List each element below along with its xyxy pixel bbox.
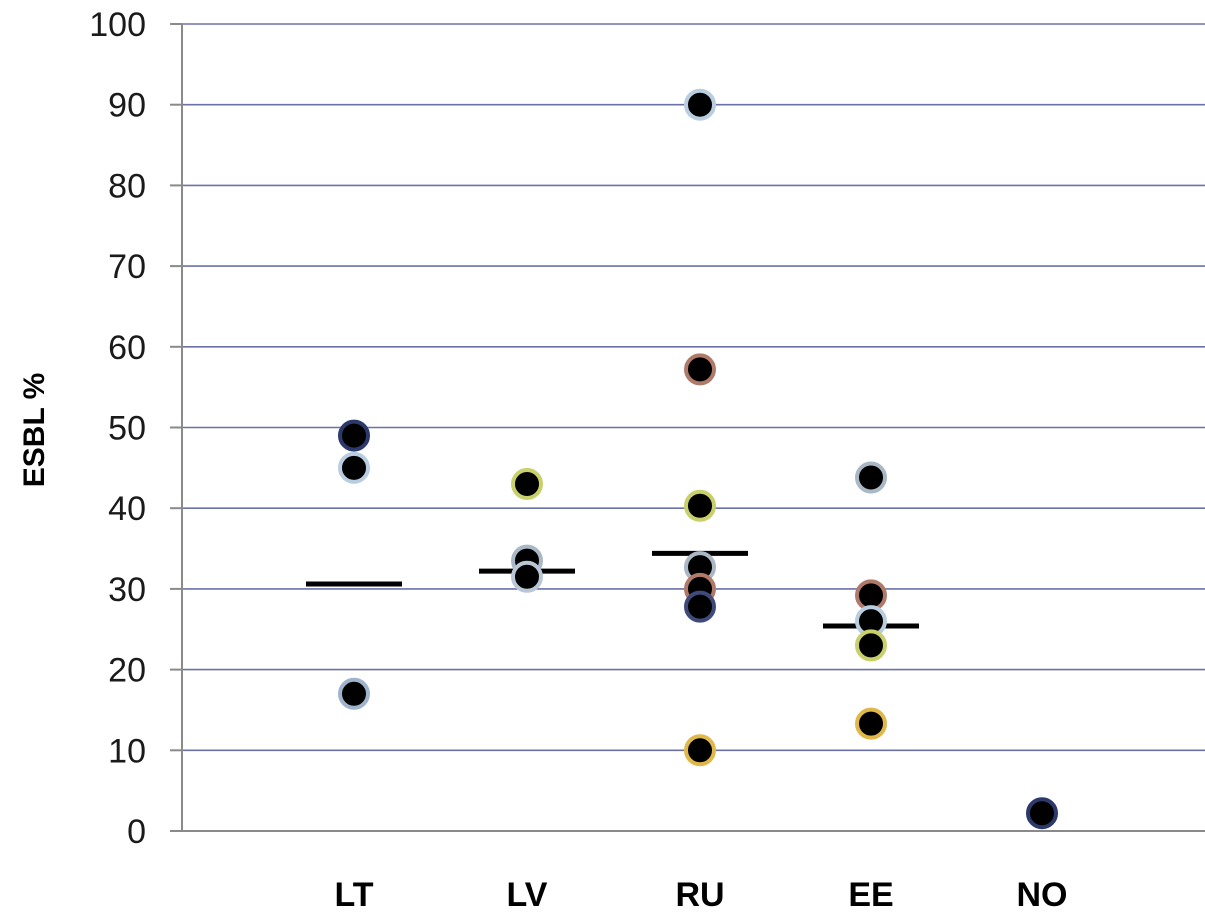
y-tick-label-90: 90 <box>108 87 146 125</box>
data-point-lv-5 <box>511 560 543 593</box>
y-tick-labels: 0 10 20 30 40 50 60 70 80 90 100 <box>89 6 146 851</box>
data-point-ee-16 <box>855 629 887 662</box>
y-tick-label-20: 20 <box>108 652 146 690</box>
x-tick-label-no: NO <box>1017 876 1068 914</box>
data-point-ru-8 <box>684 489 716 522</box>
y-axis-label: ESBL % <box>18 373 51 487</box>
gridlines <box>182 23 1205 752</box>
axes <box>170 23 1205 832</box>
data-point-ru-12 <box>684 734 716 767</box>
y-tick-label-80: 80 <box>108 167 146 205</box>
data-point-ru-11 <box>684 590 716 623</box>
median-lines <box>306 550 919 629</box>
data-point-no-18 <box>1026 797 1058 830</box>
y-tick-label-50: 50 <box>108 410 146 448</box>
x-tick-labels: LT LV RU EE NO <box>334 876 1067 914</box>
x-tick-label-ru: RU <box>675 876 724 914</box>
y-tick-label-30: 30 <box>108 571 146 609</box>
data-points <box>338 88 1058 830</box>
y-tick-label-0: 0 <box>127 813 146 851</box>
data-point-lt-2 <box>338 677 370 710</box>
y-tick-label-70: 70 <box>108 248 146 286</box>
x-tick-label-lv: LV <box>507 876 548 914</box>
y-tick-label-100: 100 <box>89 6 146 44</box>
data-point-ru-7 <box>684 353 716 386</box>
data-point-ee-13 <box>855 461 887 494</box>
data-point-ru-6 <box>684 88 716 121</box>
y-tick-label-40: 40 <box>108 490 146 528</box>
data-point-lv-3 <box>511 467 543 500</box>
data-point-ee-17 <box>855 707 887 740</box>
x-tick-label-ee: EE <box>848 876 893 914</box>
y-tick-label-10: 10 <box>108 732 146 770</box>
y-tick-label-60: 60 <box>108 329 146 367</box>
data-point-ee-14 <box>855 579 887 612</box>
x-tick-label-lt: LT <box>334 876 373 914</box>
data-point-lt-0 <box>338 419 370 452</box>
data-point-lt-1 <box>338 451 370 484</box>
